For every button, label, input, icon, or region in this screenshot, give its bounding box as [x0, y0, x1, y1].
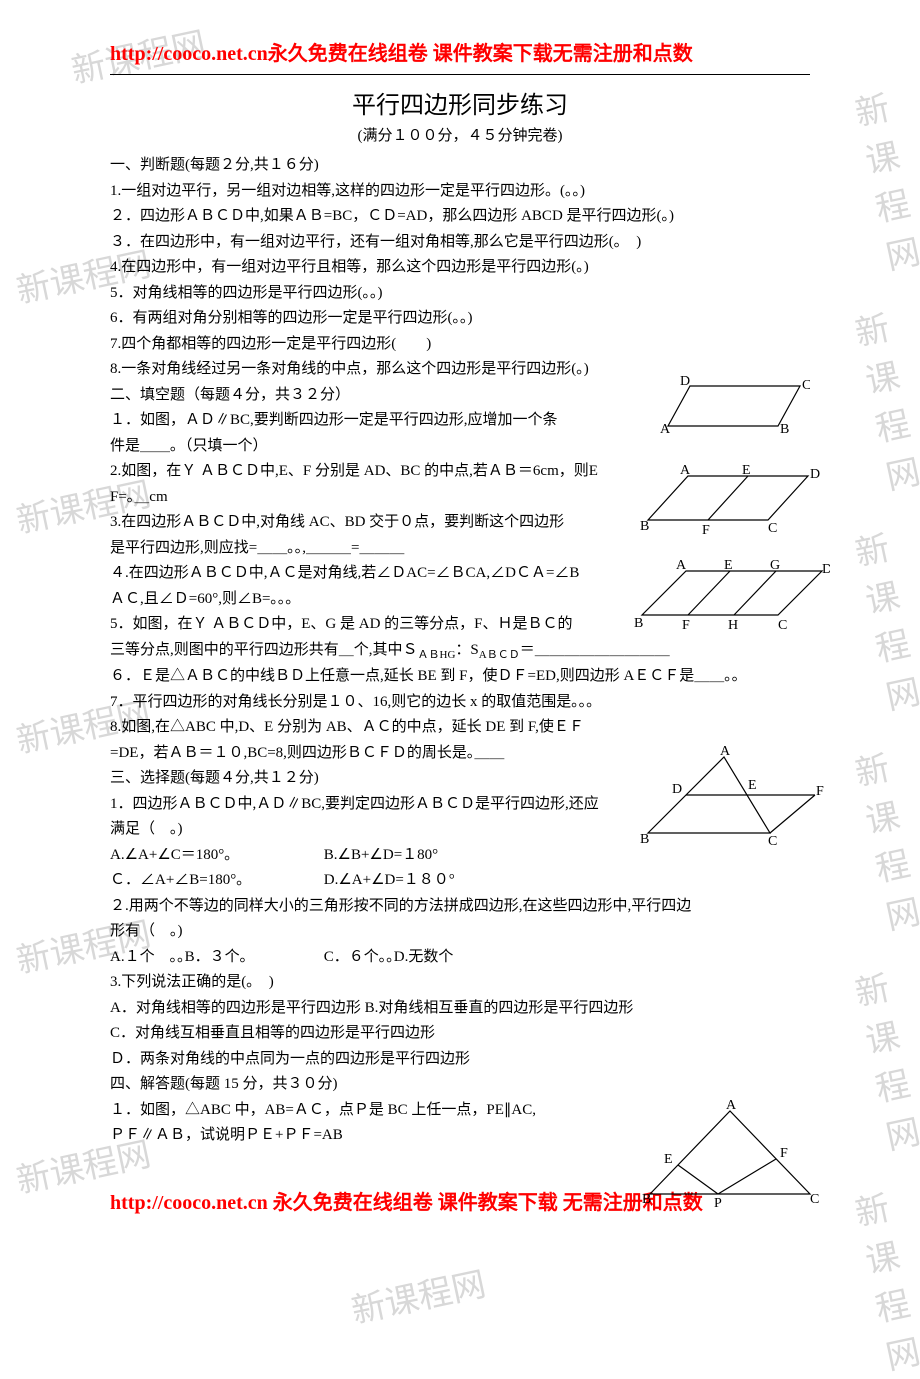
- s4-q1a: １．如图，△ABC 中，AB=ＡＣ，点Ｐ是 BC 上任一点，PE∥AC,: [110, 1098, 620, 1124]
- s1-q5: 5．对角线相等的四边形是平行四边形(｡｡): [110, 281, 810, 307]
- fig4-e: E: [748, 778, 757, 793]
- s4-q1b: ＰＦ∥ＡＢ，试说明ＰＥ+ＰＦ=AB: [110, 1123, 620, 1149]
- s3-q2-options: A.１个 ｡｡B．３个｡ C．６个｡｡D.无数个: [110, 945, 810, 971]
- figure-4-triangle-def: A B C D E F: [630, 743, 825, 848]
- fig4-c: C: [768, 834, 777, 848]
- fig2-f: F: [702, 523, 710, 538]
- s2-q7: 7．平行四边形的对角线长分别是１０、16,则它的边长 x 的取值范围是｡｡｡: [110, 690, 810, 716]
- s3-q1a: 1．四边形ＡＢＣＤ中,ＡＤ∥BC,要判定四边形ＡＢＣＤ是平行四边形,还应: [110, 792, 620, 818]
- s3-q2-opt-cd: C．６个｡｡D.无数个: [324, 945, 454, 971]
- s3-q1-opt-d: D.∠A+∠D=１８０°: [324, 868, 455, 894]
- figure-1-parallelogram: A B C D: [630, 371, 810, 446]
- header-link: http://cooco.net.cn永久免费在线组卷 课件教案下载无需注册和点…: [110, 40, 810, 68]
- fig3-e: E: [724, 558, 733, 573]
- fig2-c: C: [768, 521, 777, 536]
- s2-q8a: 8.如图,在△ABC 中,D、E 分别为 AB、ＡＣ的中点，延长 DE 到 F,…: [110, 715, 620, 741]
- s1-q2: ２．四边形ＡＢＣＤ中,如果ＡＢ=BC，ＣＤ=AD，那么四边形 ABCD 是平行四…: [110, 204, 810, 230]
- s2-q4a: ４.在四边形ＡＢＣＤ中,ＡＣ是对角线,若∠ＤAC=∠ＢCA,∠DＣＡ=∠B: [110, 561, 620, 587]
- s1-q4: 4.在四边形中，有一组对边平行且相等，那么这个四边形是平行四边形(｡): [110, 255, 810, 281]
- fig2-b: B: [640, 519, 649, 534]
- s2-q1b: 件是＿＿｡（只填一个）: [110, 434, 620, 460]
- fig3-d: D: [822, 562, 830, 577]
- fig5-f: F: [780, 1146, 788, 1161]
- figure-5-triangle-efp: A B C E F P: [630, 1099, 830, 1209]
- document-subtitle: (满分１００分，４５分钟完卷): [110, 124, 810, 145]
- s3-q2b: 形有（ ｡): [110, 919, 810, 945]
- fig1-label-c: C: [802, 378, 810, 393]
- fig3-g: G: [770, 558, 780, 573]
- fig1-label-d: D: [680, 374, 690, 389]
- s2-q1a: １．如图，ＡＤ∥BC,要判断四边形一定是平行四边形,应增加一个条: [110, 408, 620, 434]
- fig3-f: F: [682, 618, 690, 633]
- fig2-e: E: [742, 463, 751, 478]
- watermark-text: 新课程网: [850, 957, 920, 1159]
- fig4-d: D: [672, 782, 682, 797]
- watermark-text: 新课程网: [850, 1177, 920, 1379]
- watermark-text: 新课程网: [850, 737, 920, 939]
- s3-q3-ab: A．对角线相等的四边形是平行四边形 B.对角线相互垂直的四边形是平行四边形: [110, 996, 810, 1022]
- fig3-c: C: [778, 618, 787, 633]
- watermark-text: 新课程网: [850, 297, 920, 499]
- s2-q5-sub1: ＡＢHG: [418, 649, 456, 661]
- fig3-a: A: [676, 558, 687, 573]
- watermark-text: 新课程网: [850, 517, 920, 719]
- s1-q7: 7.四个角都相等的四边形一定是平行四边形( ): [110, 332, 810, 358]
- s3-q3-c: C．对角线互相垂直且相等的四边形是平行四边形: [110, 1021, 810, 1047]
- s3-q1-opt-b: B.∠B+∠D=１80°: [324, 843, 438, 869]
- fig3-h: H: [728, 618, 738, 633]
- fig4-a: A: [720, 744, 731, 759]
- s2-q5b: 三等分点,则图中的平行四边形共有＿个,其中Ｓ: [110, 642, 418, 658]
- s2-q3a: 3.在四边形ＡＢＣＤ中,对角线 AC、BD 交于０点，要判断这个四边形: [110, 510, 620, 536]
- s1-q6: 6．有两组对角分别相等的四边形一定是平行四边形(｡｡): [110, 306, 810, 332]
- s2-q3b: 是平行四边形,则应找=＿＿｡｡,＿＿＿=＿＿＿: [110, 536, 620, 562]
- fig2-d: D: [810, 467, 820, 482]
- fig2-a: A: [680, 463, 691, 478]
- s1-q1: 1.一组对边平行，另一组对边相等,这样的四边形一定是平行四边形。(｡｡): [110, 179, 810, 205]
- s2-q2b: F=｡＿cm: [110, 485, 620, 511]
- fig1-label-a: A: [660, 422, 671, 437]
- s3-q1-opt-a: A.∠A+∠C＝180°｡: [110, 843, 320, 869]
- s3-q2-opt-ab: A.１个 ｡｡B．３个｡: [110, 945, 320, 971]
- s1-q3: ３．在四边形中，有一组对边平行，还有一组对角相等,那么它是平行四边形(｡ ): [110, 230, 810, 256]
- fig5-a: A: [726, 1099, 737, 1113]
- s2-q4b: ＡＣ,且∠Ｄ=60°,则∠B=｡｡｡: [110, 587, 620, 613]
- s3-q1-opt-c: Ｃ．∠A+∠B=180°｡: [110, 868, 320, 894]
- fig1-label-b: B: [780, 422, 789, 437]
- s2-q5-sub2: AＢＣＤ: [479, 649, 520, 661]
- document-title: 平行四边形同步练习: [110, 85, 810, 120]
- s3-q3: 3.下列说法正确的是(｡ ): [110, 970, 810, 996]
- s2-q2a: 2.如图，在Ｙ ＡＢＣＤ中,E、F 分别是 AD、BC 的中点,若ＡＢ＝6cm，…: [110, 459, 620, 485]
- fig5-e: E: [664, 1152, 673, 1167]
- page: http://cooco.net.cn永久免费在线组卷 课件教案下载无需注册和点…: [110, 0, 810, 1277]
- fig4-b: B: [640, 832, 649, 847]
- fig5-b: B: [642, 1192, 651, 1207]
- s2-q8b: =DE，若ＡＢ＝１０,BC=8,则四边形ＢＣＦＤ的周长是｡＿＿: [110, 741, 620, 767]
- fig5-p: P: [714, 1196, 722, 1209]
- fig3-b: B: [634, 616, 643, 631]
- s3-q2a: ２.用两个不等边的同样大小的三角形按不同的方法拼成四边形,在这些四边形中,平行四…: [110, 894, 810, 920]
- figure-2-parallelogram-ef: A B C D E F: [630, 462, 820, 540]
- s3-q3-d: Ｄ．两条对角线的中点同为一点的四边形是平行四边形: [110, 1047, 810, 1073]
- content-body: A B C D A B C D E F A B: [110, 153, 810, 1149]
- fig5-c: C: [810, 1192, 819, 1207]
- figure-3-parallelogram-egfh: A B C D E F G H: [630, 555, 830, 637]
- s3-q1-options-row2: Ｃ．∠A+∠B=180°｡ D.∠A+∠D=１８０°: [110, 868, 810, 894]
- s2-q5c: ：S: [455, 642, 478, 658]
- section-4-heading: 四、解答题(每题 15 分，共３０分): [110, 1072, 810, 1098]
- divider-top: [110, 74, 810, 75]
- s2-q5a: 5．如图，在Ｙ ＡＢＣＤ中，E、G 是 AD 的三等分点，F、Ｈ是ＢＣ的: [110, 612, 620, 638]
- watermark-text: 新课程网: [850, 77, 920, 279]
- section-1-heading: 一、判断题(每题２分,共１６分): [110, 153, 810, 179]
- s3-q1b: 满足（ ｡): [110, 817, 620, 843]
- fig4-f: F: [816, 784, 824, 799]
- s2-q6: ６．Ｅ是△ＡＢＣ的中线ＢＤ上任意一点,延长 BE 到 F，使ＤＦ=ED,则四边形…: [110, 664, 810, 690]
